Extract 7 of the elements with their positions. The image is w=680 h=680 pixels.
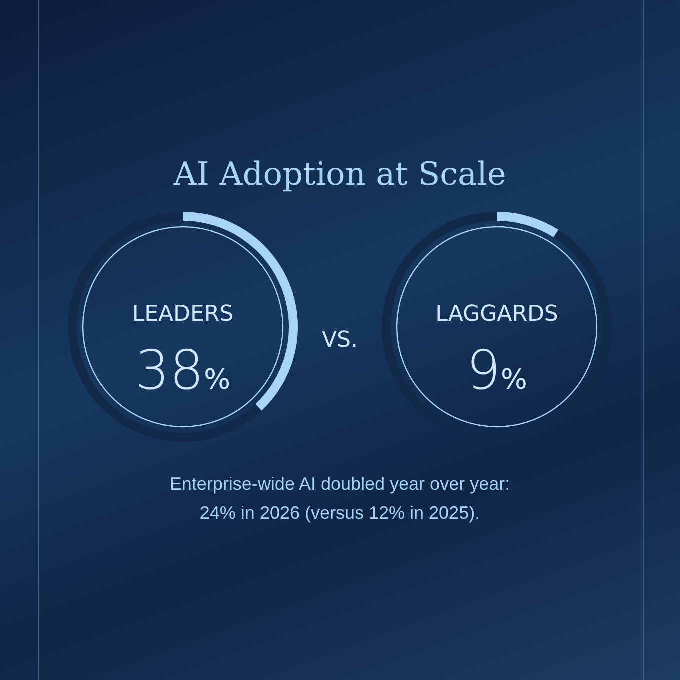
- slice-label: LEADERS: [132, 302, 234, 327]
- text: VS.: [320, 328, 359, 353]
- chart-title: AI Adoption at Scale: [172, 155, 508, 193]
- data-label: 38%: [135, 339, 231, 402]
- text: Enterprise-wide AI doubled year over year: 24% in 2026 (versus 12% in 2025).: [168, 473, 512, 525]
- slice-label: LAGGARDS: [436, 302, 558, 327]
- data-label: 9%: [466, 339, 528, 402]
